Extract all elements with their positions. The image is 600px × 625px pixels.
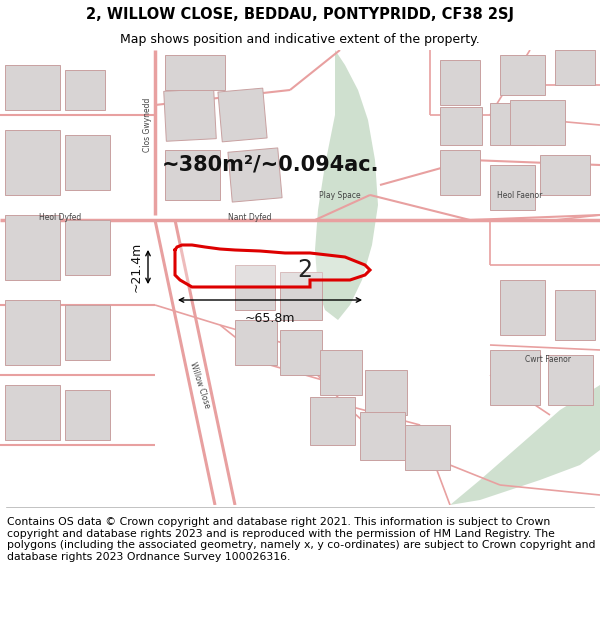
Polygon shape — [228, 148, 282, 202]
Polygon shape — [315, 50, 378, 320]
Polygon shape — [440, 107, 482, 145]
Text: Heol Dyfed: Heol Dyfed — [39, 214, 81, 222]
Polygon shape — [450, 385, 600, 505]
Text: Map shows position and indicative extent of the property.: Map shows position and indicative extent… — [120, 32, 480, 46]
Polygon shape — [65, 70, 105, 110]
Polygon shape — [280, 330, 322, 375]
Polygon shape — [5, 385, 60, 440]
Polygon shape — [235, 320, 277, 365]
Polygon shape — [555, 290, 595, 340]
Polygon shape — [175, 245, 370, 287]
Polygon shape — [490, 350, 540, 405]
Polygon shape — [65, 135, 110, 190]
Polygon shape — [405, 425, 450, 470]
Polygon shape — [510, 100, 565, 145]
Polygon shape — [65, 220, 110, 275]
Text: 2: 2 — [298, 258, 313, 282]
Text: Nant Dyfed: Nant Dyfed — [228, 214, 272, 222]
Polygon shape — [164, 89, 216, 141]
Polygon shape — [65, 305, 110, 360]
Text: Contains OS data © Crown copyright and database right 2021. This information is : Contains OS data © Crown copyright and d… — [7, 517, 596, 562]
Polygon shape — [490, 165, 535, 210]
Polygon shape — [500, 55, 545, 95]
Text: Willow Close: Willow Close — [188, 361, 212, 409]
Text: 2, WILLOW CLOSE, BEDDAU, PONTYPRIDD, CF38 2SJ: 2, WILLOW CLOSE, BEDDAU, PONTYPRIDD, CF3… — [86, 8, 514, 22]
Polygon shape — [5, 130, 60, 195]
Polygon shape — [310, 397, 355, 445]
Polygon shape — [320, 350, 362, 395]
Polygon shape — [165, 55, 225, 90]
Text: Play Space: Play Space — [319, 191, 361, 199]
Polygon shape — [5, 300, 60, 365]
Polygon shape — [165, 150, 220, 200]
Polygon shape — [365, 370, 407, 415]
Polygon shape — [440, 150, 480, 195]
Polygon shape — [440, 60, 480, 105]
Text: Cwrt Faenor: Cwrt Faenor — [525, 356, 571, 364]
Text: Heol Faenor: Heol Faenor — [497, 191, 542, 199]
Polygon shape — [548, 355, 593, 405]
Polygon shape — [555, 50, 595, 85]
Polygon shape — [280, 272, 322, 320]
Polygon shape — [218, 88, 267, 142]
Text: ~380m²/~0.094ac.: ~380m²/~0.094ac. — [161, 155, 379, 175]
Polygon shape — [5, 215, 60, 280]
Polygon shape — [65, 390, 110, 440]
Polygon shape — [360, 412, 405, 460]
Polygon shape — [490, 103, 535, 145]
Polygon shape — [235, 265, 275, 310]
Text: ~65.8m: ~65.8m — [245, 312, 295, 325]
Polygon shape — [500, 280, 545, 335]
Polygon shape — [540, 155, 590, 195]
Text: Clos Gwynedd: Clos Gwynedd — [143, 98, 152, 152]
Polygon shape — [5, 65, 60, 110]
Text: ~21.4m: ~21.4m — [130, 242, 143, 292]
